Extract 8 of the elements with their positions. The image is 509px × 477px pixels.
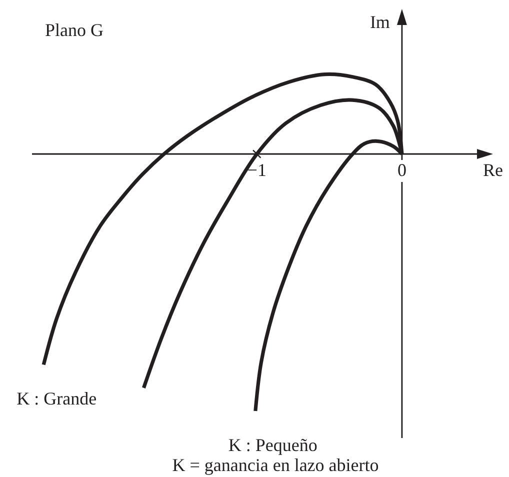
x-tick-label: −1 — [247, 160, 266, 180]
text: K : Grande — [16, 388, 97, 409]
chart-title: Plano G — [45, 20, 104, 40]
text: K = ganancia en lazo abierto — [172, 455, 379, 475]
x-axis-title: Re — [483, 160, 504, 180]
x-tick-label: 0 — [397, 160, 406, 180]
y-axis-title: Im — [370, 12, 390, 32]
text: K : Pequeño — [228, 435, 318, 455]
